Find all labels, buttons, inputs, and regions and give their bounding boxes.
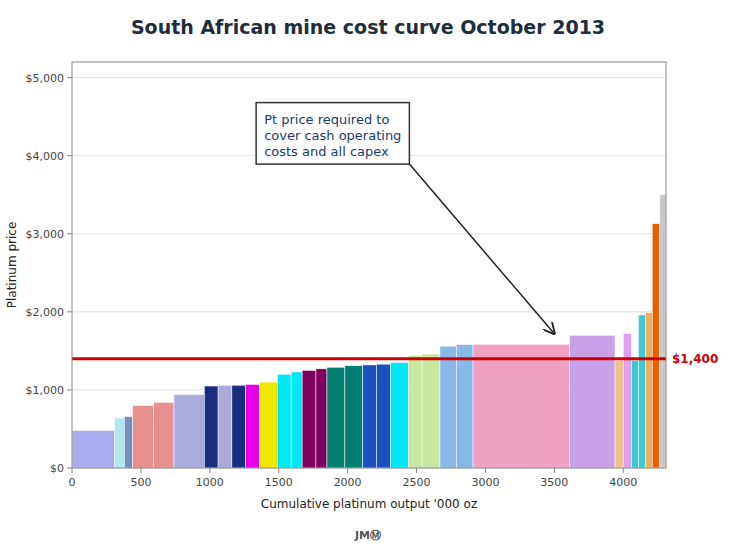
bar	[390, 363, 408, 468]
bar	[457, 345, 474, 468]
annotation-line: cover cash operating	[264, 128, 401, 143]
bar	[204, 386, 218, 468]
bar	[638, 315, 645, 468]
x-tick-label: 2500	[403, 476, 431, 489]
bar	[115, 418, 125, 468]
bar	[277, 374, 291, 468]
x-tick	[347, 468, 348, 473]
x-tick	[278, 468, 279, 473]
bar	[218, 385, 232, 468]
bar	[615, 360, 623, 468]
footer: JMⓂ	[354, 529, 381, 542]
bar	[153, 402, 174, 468]
bar	[174, 395, 204, 468]
annotation-line: costs and all capex	[264, 144, 389, 159]
x-tick	[623, 468, 624, 473]
grid-line	[72, 233, 666, 234]
x-tick	[485, 468, 486, 473]
bar	[316, 369, 327, 468]
bar	[345, 366, 363, 468]
x-tick	[554, 468, 555, 473]
bar	[473, 344, 569, 468]
annotation: Pt price required tocover cash operating…	[256, 103, 554, 334]
x-tick	[140, 468, 141, 473]
title: South African mine cost curve October 20…	[131, 16, 605, 38]
annotation-line: Pt price required to	[264, 112, 389, 127]
annotation-arrow	[409, 164, 554, 334]
y-axis-label: Platinum price	[5, 222, 19, 309]
x-tick-label: 3500	[540, 476, 568, 489]
bar	[363, 365, 377, 468]
y-tick-label: $2,000	[26, 306, 65, 319]
x-tick-label: 1500	[265, 476, 293, 489]
y-tick-label: $1,000	[26, 384, 65, 397]
bar	[246, 384, 260, 468]
bar	[440, 346, 457, 468]
x-tick	[416, 468, 417, 473]
x-tick-label: 4000	[609, 476, 637, 489]
bar	[232, 385, 246, 468]
x-tick-label: 0	[69, 476, 76, 489]
bar	[377, 364, 391, 468]
y-grid	[72, 78, 666, 468]
y-tick	[67, 155, 72, 156]
plot-frame	[72, 62, 666, 468]
bar	[623, 334, 631, 468]
x-tick-label: 500	[130, 476, 151, 489]
reference-label: $1,400	[672, 352, 718, 366]
y-tick-label: $4,000	[26, 150, 65, 163]
bar	[408, 356, 422, 468]
y-tick	[67, 389, 72, 390]
bar	[422, 354, 440, 468]
reference-line	[72, 357, 666, 360]
x-tick	[209, 468, 210, 473]
x-tick-label: 1000	[196, 476, 224, 489]
bar	[302, 370, 316, 468]
bar	[259, 382, 277, 468]
bar	[652, 224, 660, 468]
y-tick	[67, 311, 72, 312]
annotation-box	[256, 103, 409, 165]
annotation-text: Pt price required tocover cash operating…	[264, 112, 401, 160]
x-tick-label: 2000	[334, 476, 362, 489]
bar	[72, 431, 115, 468]
bar	[327, 367, 345, 468]
bar	[133, 406, 154, 468]
x-tick	[72, 468, 73, 473]
y-tick	[67, 77, 72, 78]
bar	[124, 416, 132, 468]
bar	[291, 372, 302, 468]
bars	[72, 195, 666, 468]
chart: South African mine cost curve October 20…	[0, 0, 736, 549]
bar	[570, 335, 615, 468]
y-tick-label: $3,000	[26, 228, 65, 241]
plot-area	[72, 195, 666, 468]
x-axis-label: Cumulative platinum output '000 oz	[261, 497, 477, 511]
grid-line	[72, 311, 666, 312]
bar	[660, 195, 666, 468]
y-tick-label: $0	[50, 462, 64, 475]
y-tick	[67, 233, 72, 234]
grid-line	[72, 77, 666, 78]
bar	[632, 360, 639, 468]
bar	[645, 313, 652, 468]
x-tick-label: 3000	[471, 476, 499, 489]
y-tick-label: $5,000	[26, 72, 65, 85]
y-tick	[67, 468, 72, 469]
